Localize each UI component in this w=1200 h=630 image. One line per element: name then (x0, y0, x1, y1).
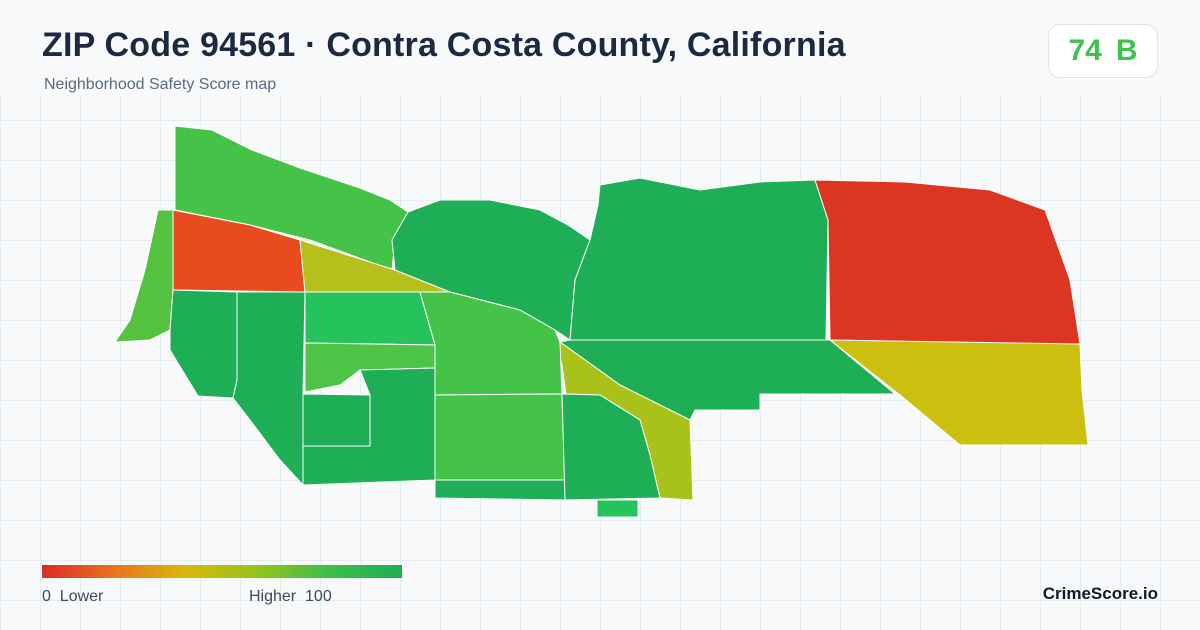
score-value: 74 (1068, 34, 1102, 67)
region-small-box[interactable] (302, 393, 371, 447)
legend-low-label: 0 Lower (42, 588, 104, 605)
page-title: ZIP Code 94561 · Contra Costa County, Ca… (42, 26, 846, 64)
safety-map (114, 125, 1089, 518)
region-south-central[interactable] (561, 393, 661, 501)
region-west-lower-1[interactable] (169, 289, 238, 399)
region-east-olive[interactable] (829, 339, 1089, 446)
region-south-tab[interactable] (596, 499, 639, 518)
region-northeast-red[interactable] (814, 179, 1081, 345)
legend-high-label: Higher 100 (249, 588, 332, 605)
region-central-bright[interactable] (304, 291, 436, 346)
region-center-block[interactable] (434, 393, 566, 481)
brand-logo-text[interactable]: CrimeScore.io (1042, 584, 1158, 603)
region-west-lower-2[interactable] (232, 291, 306, 486)
score-grade: B (1115, 34, 1138, 67)
score-badge: 74 B (1048, 24, 1158, 78)
page-subtitle: Neighborhood Safety Score map (44, 76, 277, 93)
region-west-shore[interactable] (114, 209, 176, 343)
region-central-light[interactable] (419, 291, 563, 396)
region-north-east-central[interactable] (569, 177, 829, 341)
header-band (0, 0, 1200, 96)
region-south-strip[interactable] (434, 479, 566, 501)
legend-gradient-bar (42, 565, 402, 578)
